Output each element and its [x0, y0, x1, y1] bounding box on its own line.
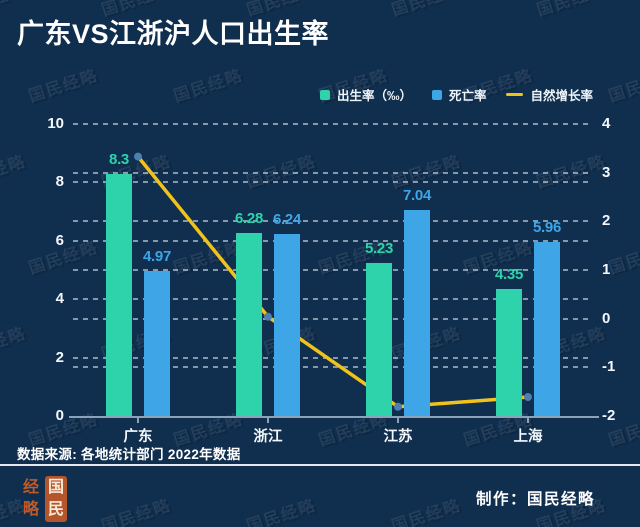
legend-square-swatch-icon: [319, 89, 330, 100]
bar-value-label: 7.04: [403, 187, 431, 205]
footer-divider: [0, 464, 640, 466]
bar-death-rate: [534, 241, 560, 416]
bar-value-label: 4.35: [495, 265, 523, 283]
legend-label: 出生率（‰）: [336, 89, 412, 103]
legend-label: 死亡率: [448, 89, 487, 103]
legend-label: 自然增长率: [530, 89, 593, 103]
left-axis-tick-label: 6: [55, 231, 64, 249]
legend-item: 自然增长率: [506, 85, 593, 104]
x-axis-line: [69, 416, 599, 418]
legend-line-swatch-icon: [506, 92, 524, 97]
right-axis-tick-label: -1: [602, 358, 616, 376]
grid-line: [73, 171, 593, 174]
bar-death-rate: [404, 210, 430, 416]
bar-death-rate: [144, 270, 170, 416]
right-axis-tick-label: 0: [602, 309, 611, 327]
x-axis-label: 江苏: [383, 429, 413, 445]
logo-char: 略: [22, 501, 39, 518]
left-axis-tick-label: 8: [55, 173, 64, 191]
bar-value-label: 6.24: [273, 210, 301, 228]
right-axis-tick-label: 1: [602, 261, 611, 278]
x-axis-tick: [397, 418, 399, 423]
bar-birth-rate: [366, 263, 392, 416]
logo-char: 民: [47, 501, 64, 518]
credit-text: 制作：国民经略: [475, 491, 595, 508]
brand-seal-logo: 经 略 国 民: [20, 476, 67, 522]
bar-birth-rate: [106, 173, 132, 416]
right-axis-tick-label: 3: [602, 163, 611, 181]
x-axis-tick: [267, 418, 269, 423]
line-marker-dot: [134, 152, 142, 161]
bar-death-rate: [274, 233, 300, 416]
bar-value-label: 8.3: [109, 150, 129, 168]
logo-left-column: 经 略: [20, 476, 42, 522]
bar-value-label: 5.96: [533, 218, 561, 236]
grid-line: [73, 239, 593, 242]
left-axis-tick-label: 10: [47, 115, 64, 132]
bar-birth-rate: [236, 232, 262, 416]
x-axis-label: 浙江: [253, 429, 283, 445]
left-axis-tick-label: 4: [55, 290, 64, 308]
logo-char: 经: [22, 479, 39, 496]
x-axis-tick: [137, 418, 139, 423]
bar-value-label: 6.28: [235, 209, 263, 227]
legend-square-swatch-icon: [431, 89, 442, 100]
grid-line: [73, 123, 593, 125]
bar-value-label: 5.23: [365, 240, 393, 258]
legend-item: 出生率（‰）: [319, 85, 412, 104]
right-axis-tick-label: 4: [602, 115, 611, 132]
chart-legend: 出生率（‰） 死亡率 自然增长率: [319, 85, 593, 104]
x-axis-label: 广东: [123, 429, 153, 445]
bar-birth-rate: [496, 288, 522, 416]
bar-value-label: 4.97: [143, 247, 171, 265]
left-axis-tick-label: 0: [55, 407, 64, 424]
data-source-note: 数据来源: 各地统计部门 2022年数据: [17, 447, 241, 462]
legend-item: 死亡率: [431, 85, 487, 104]
logo-char: 国: [47, 479, 64, 496]
logo-right-column: 国 民: [45, 476, 67, 522]
line-marker-dot: [394, 402, 402, 411]
grid-line: [73, 220, 593, 223]
page-title: 广东VS江浙沪人口出生率: [17, 19, 330, 49]
x-axis-tick: [527, 418, 529, 423]
left-axis-tick-label: 2: [55, 348, 64, 366]
right-axis-tick-label: -2: [602, 407, 616, 424]
line-marker-dot: [524, 393, 532, 402]
x-axis-label: 上海: [513, 429, 543, 445]
right-axis-tick-label: 2: [602, 212, 611, 230]
grid-line: [73, 181, 593, 184]
